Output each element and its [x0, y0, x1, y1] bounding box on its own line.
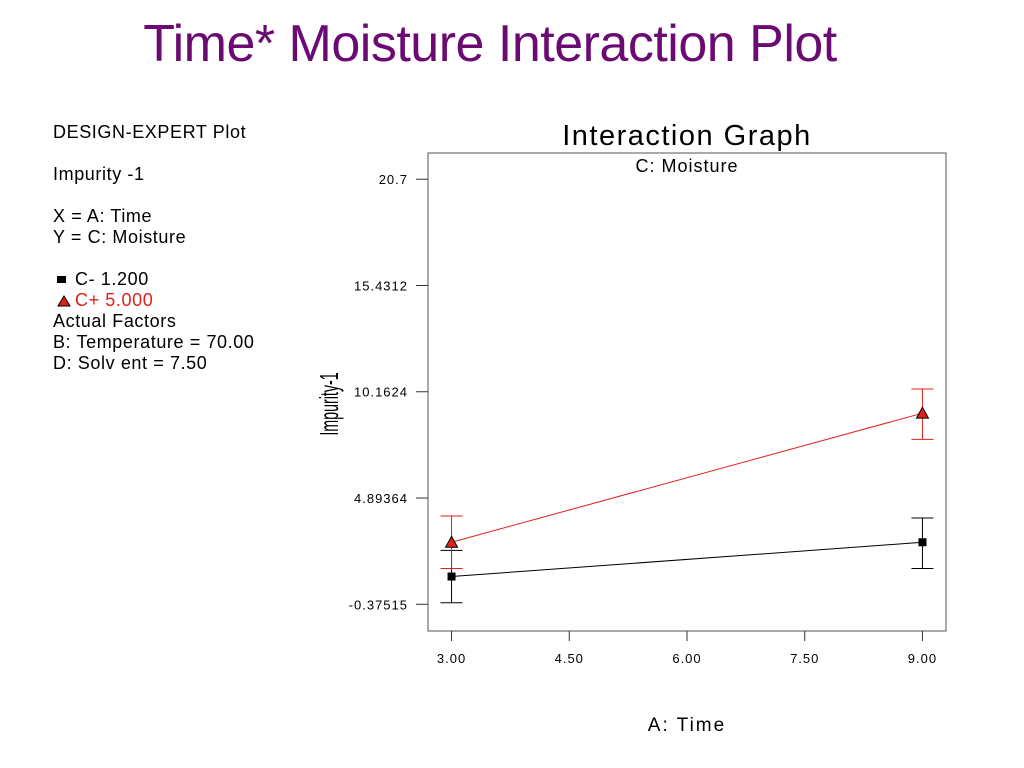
- x-tick-label: 6.00: [672, 651, 701, 666]
- triangle-marker-icon: [53, 294, 75, 307]
- data-point-square: [918, 538, 927, 547]
- y-axis-label: Impurity-1: [316, 372, 344, 435]
- y-tick-label: 15.4312: [354, 278, 408, 293]
- slide-title: Time* Moisture Interaction Plot: [143, 15, 837, 73]
- square-marker-icon: [53, 275, 75, 284]
- legend-label-low: C- 1.200: [75, 269, 149, 289]
- series-layer: [440, 388, 934, 604]
- legend-entry-high: C+ 5.000: [53, 290, 373, 311]
- plot-label: DESIGN-EXPERT Plot: [53, 122, 247, 142]
- x-axis-label: A: Time: [648, 715, 726, 736]
- chart-title: Interaction Graph: [562, 120, 812, 152]
- info-panel: DESIGN-EXPERT Plot Impurity -1 X = A: Ti…: [53, 122, 373, 374]
- x-tick-label: 4.50: [555, 651, 584, 666]
- data-point-triangle: [444, 535, 459, 548]
- legend-entry-low: C- 1.200: [53, 269, 373, 290]
- x-tick-label: 9.00: [908, 651, 937, 666]
- y-definition: Y = C: Moisture: [53, 227, 187, 247]
- series-line-0: [451, 541, 923, 578]
- x-definition: X = A: Time: [53, 206, 153, 226]
- y-axis: -0.37515 4.89364 10.1624 15.4312 20.7: [349, 172, 428, 612]
- x-tick-label: 3.00: [437, 651, 466, 666]
- data-point-triangle: [915, 406, 930, 419]
- response-label: Impurity -1: [53, 164, 145, 184]
- y-tick-label: 4.89364: [354, 491, 408, 506]
- y-tick-label: 20.7: [379, 172, 408, 187]
- factor-d: D: Solv ent = 7.50: [53, 353, 208, 373]
- factor-b: B: Temperature = 70.00: [53, 332, 255, 352]
- actual-factors-label: Actual Factors: [53, 311, 177, 331]
- x-axis: 3.00 4.50 6.00 7.50 9.00: [437, 631, 937, 666]
- y-tick-label: 10.1624: [354, 385, 408, 400]
- y-tick-label: -0.37515: [349, 597, 408, 612]
- legend-label-high: C+ 5.000: [75, 290, 154, 310]
- x-tick-label: 7.50: [790, 651, 819, 666]
- chart-subtitle: C: Moisture: [635, 156, 738, 176]
- data-point-square: [447, 572, 456, 581]
- series-line-1: [451, 412, 923, 543]
